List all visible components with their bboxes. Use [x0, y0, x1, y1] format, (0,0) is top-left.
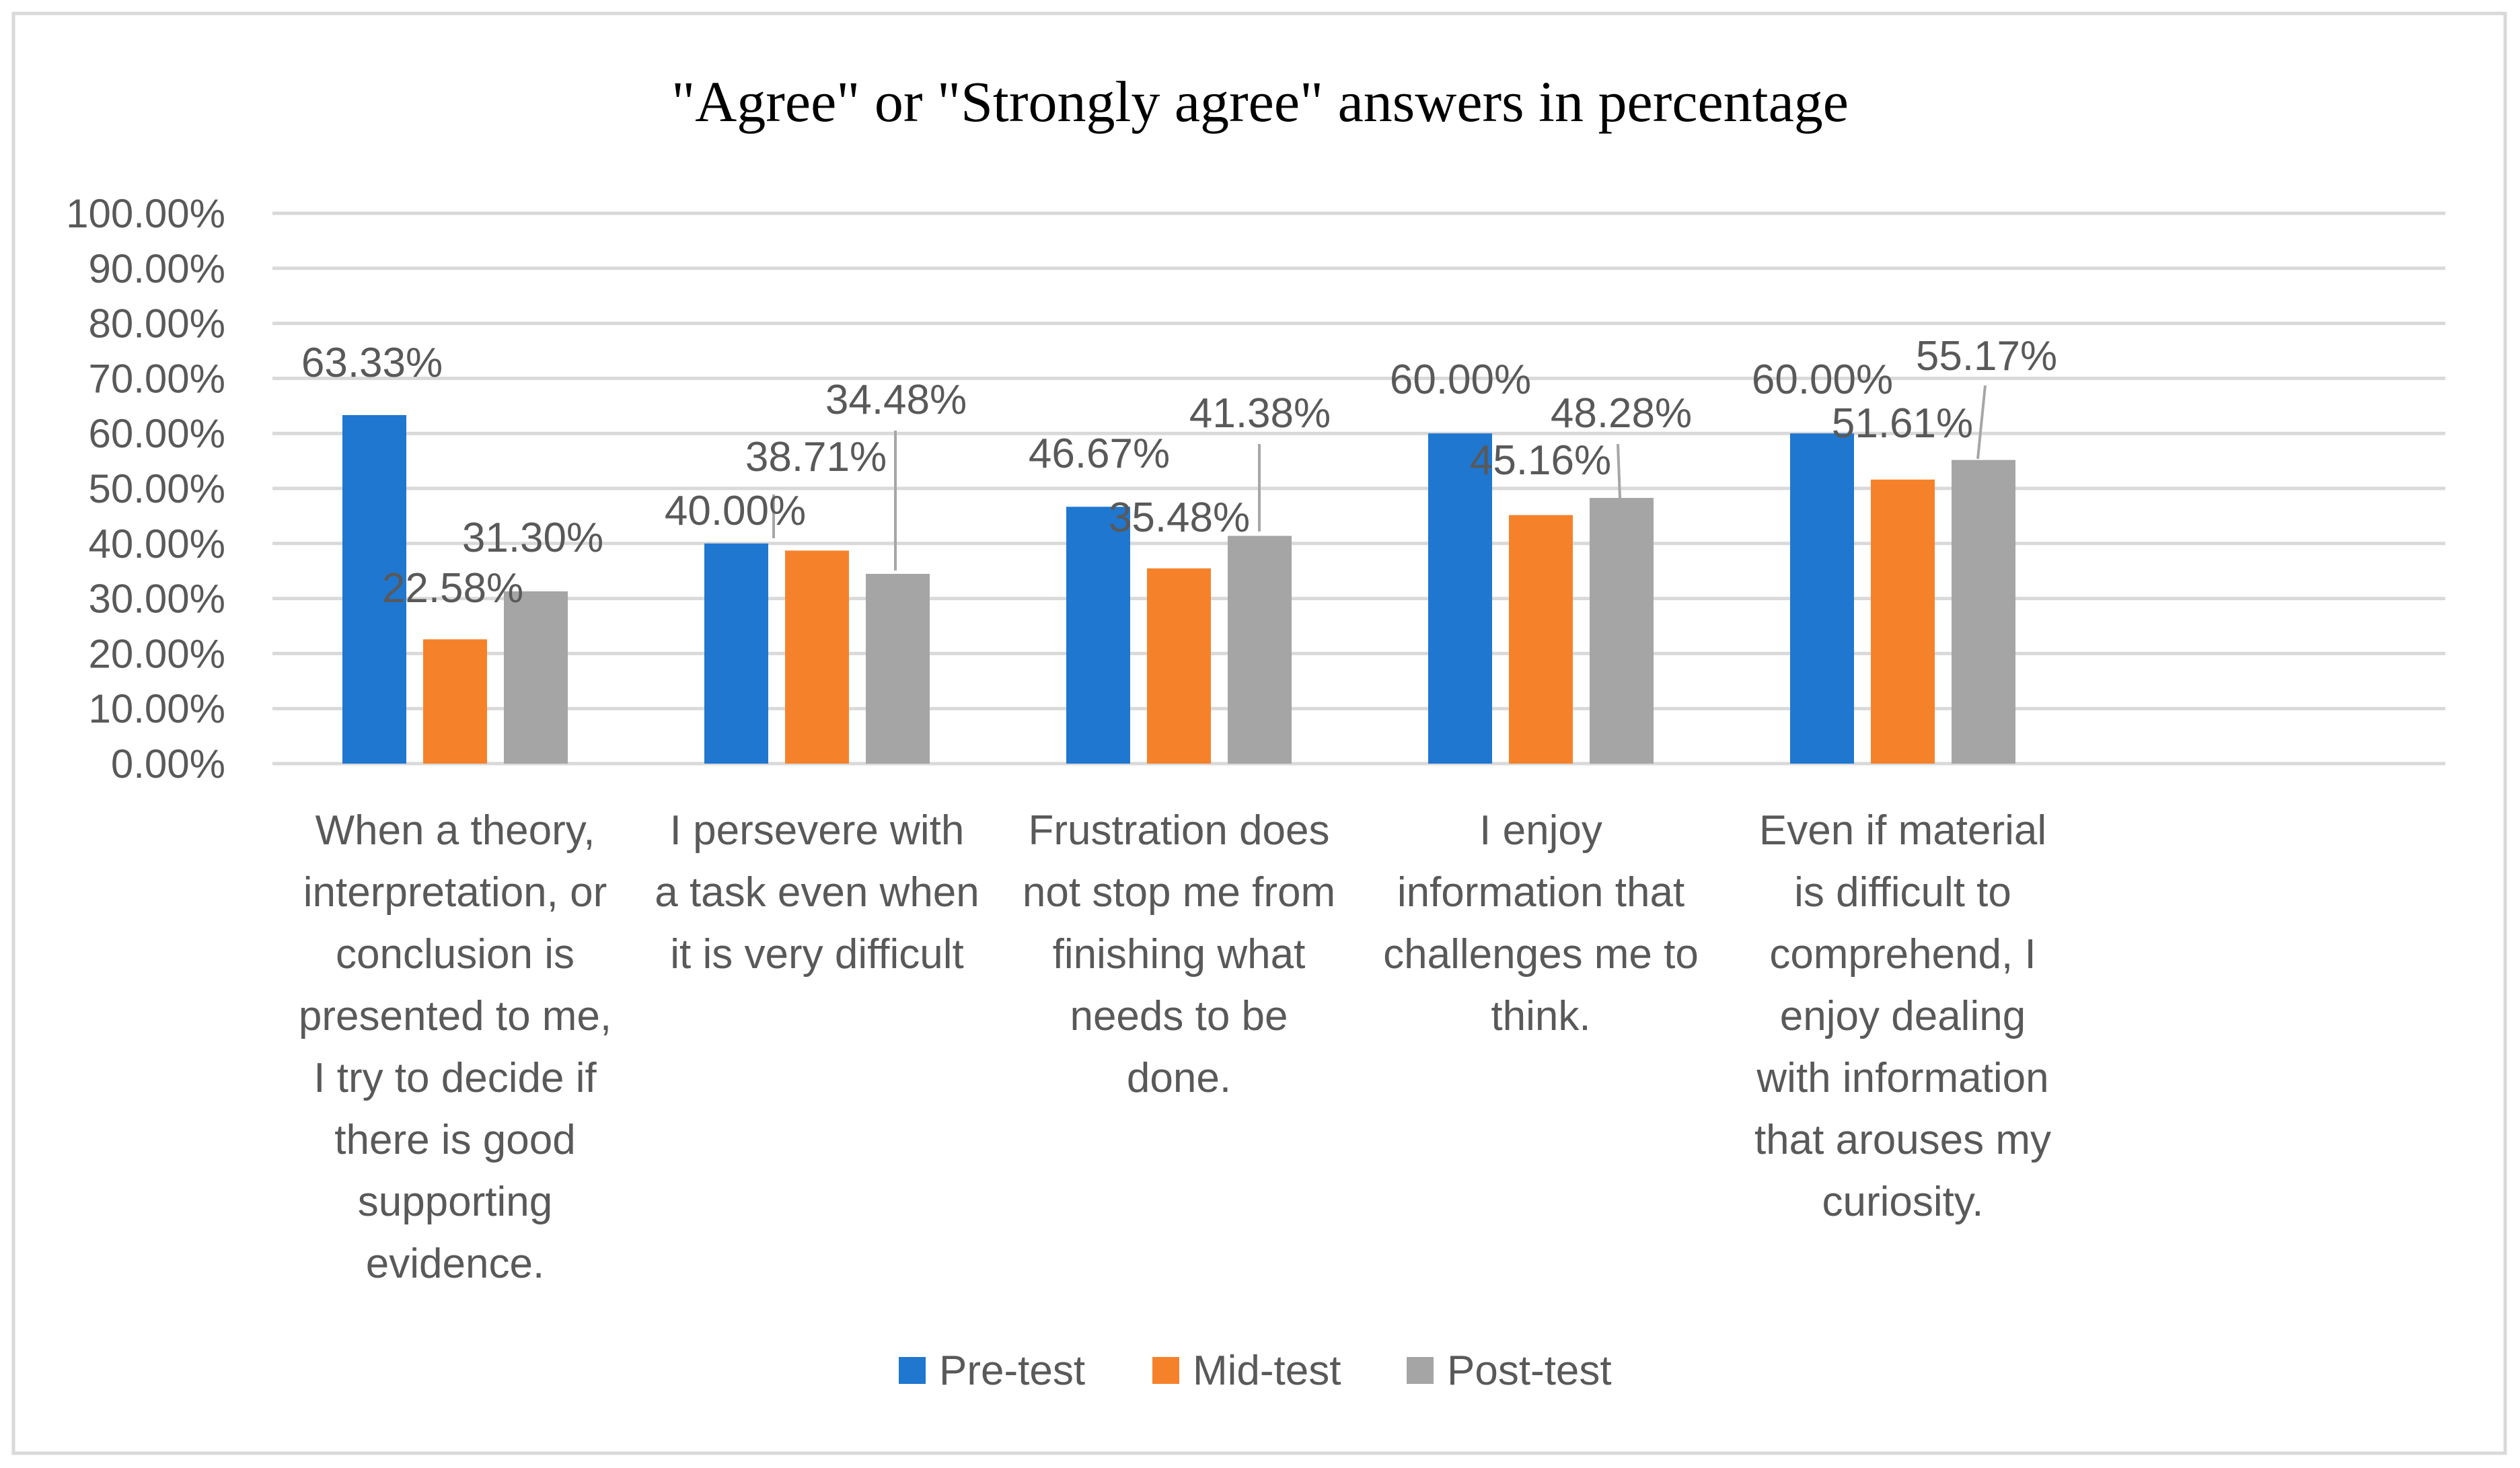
- bar-post-test-4: [1590, 498, 1654, 764]
- bar-pre-test-2: [704, 543, 768, 764]
- bar-mid-test-4: [1509, 515, 1573, 764]
- category-label-line: done.: [1127, 1055, 1231, 1101]
- legend: Pre-test Mid-test Post-test: [899, 1348, 1612, 1394]
- legend-item-pre-test: Pre-test: [899, 1348, 1085, 1394]
- category-label-line: Even if material: [1759, 807, 2046, 854]
- category-label-line: supporting: [358, 1179, 553, 1225]
- y-tick-label: 0.00%: [111, 741, 225, 786]
- y-tick-label: 90.00%: [89, 246, 226, 291]
- category-label-line: with information: [1756, 1055, 2048, 1101]
- data-label-mid-test-4: 45.16%: [1470, 437, 1611, 484]
- category-label-line: I persevere with: [670, 807, 965, 854]
- legend-swatch-post-test: [1407, 1357, 1434, 1384]
- category-label-line: that arouses my: [1754, 1117, 2051, 1163]
- label-leader-lines: [772, 385, 1987, 571]
- data-label-mid-test-5: 51.61%: [1832, 400, 1973, 447]
- category-label-line: information that: [1397, 869, 1684, 916]
- bar-mid-test-3: [1147, 568, 1211, 764]
- y-tick-label: 60.00%: [89, 411, 226, 456]
- category-label-line: think.: [1491, 993, 1590, 1039]
- bar-mid-test-2: [785, 550, 849, 764]
- bar-pre-test-1: [342, 414, 406, 764]
- category-label-line: When a theory,: [316, 807, 595, 854]
- data-label-mid-test-2: 38.71%: [745, 434, 887, 480]
- gridlines: [272, 211, 2445, 766]
- bar-pre-test-5: [1790, 433, 1854, 764]
- category-label-line: evidence.: [366, 1241, 544, 1287]
- data-label-post-test-5: 55.17%: [1916, 333, 2057, 379]
- category-label-line: I enjoy: [1479, 807, 1602, 854]
- legend-label-mid-test: Mid-test: [1193, 1348, 1341, 1394]
- leader-line: [1617, 443, 1621, 499]
- data-label-post-test-2: 34.48%: [825, 377, 967, 423]
- category-label-1: When a theory, interpretation, or conclusi…: [299, 807, 612, 1287]
- category-label-line: conclusion is: [336, 931, 575, 978]
- category-label-line: needs to be: [1070, 993, 1288, 1039]
- category-label-line: finishing what: [1053, 931, 1306, 978]
- y-tick-label: 10.00%: [89, 686, 226, 731]
- data-label-pre-test-2: 40.00%: [665, 488, 806, 534]
- data-label-pre-test-4: 60.00%: [1390, 357, 1531, 403]
- chart-title: "Agree" or "Strongly agree" answers in p…: [671, 69, 1849, 134]
- bar-post-test-3: [1228, 536, 1292, 764]
- category-label-line: it is very difficult: [670, 931, 963, 978]
- category-label-5: Even if material is difficult to comprehen…: [1754, 807, 2051, 1225]
- y-tick-label: 100.00%: [66, 191, 225, 236]
- y-tick-label: 40.00%: [89, 521, 226, 566]
- y-tick-label: 30.00%: [89, 577, 226, 622]
- x-axis-category-labels: When a theory, interpretation, or conclusi…: [299, 807, 2051, 1287]
- y-tick-label: 80.00%: [89, 301, 226, 346]
- legend-label-pre-test: Pre-test: [939, 1348, 1085, 1394]
- y-tick-label: 70.00%: [89, 356, 226, 401]
- data-label-pre-test-5: 60.00%: [1752, 357, 1893, 403]
- legend-item-mid-test: Mid-test: [1152, 1348, 1341, 1394]
- data-label-mid-test-1: 22.58%: [382, 565, 523, 612]
- y-tick-label: 50.00%: [89, 466, 226, 511]
- category-label-line: I try to decide if: [313, 1055, 597, 1101]
- legend-item-post-test: Post-test: [1407, 1348, 1612, 1394]
- data-label-pre-test-3: 46.67%: [1029, 431, 1170, 477]
- bar-mid-test-1: [423, 639, 487, 764]
- bar-post-test-2: [866, 573, 930, 764]
- bars: [342, 414, 2015, 764]
- category-label-2: I persevere with a task even when it is ve…: [655, 807, 979, 978]
- y-axis-tick-labels: 0.00% 10.00% 20.00% 30.00% 40.00% 50.00% 60.00…: [66, 191, 225, 786]
- bar-mid-test-5: [1871, 479, 1935, 764]
- category-label-4: I enjoy information that challenges me to t…: [1383, 807, 1699, 1039]
- bar-post-test-1: [504, 591, 568, 764]
- data-label-post-test-1: 31.30%: [462, 515, 603, 561]
- legend-swatch-pre-test: [899, 1357, 926, 1384]
- category-label-line: enjoy dealing: [1780, 993, 2026, 1039]
- bar-pre-test-3: [1066, 507, 1130, 764]
- data-label-post-test-4: 48.28%: [1551, 390, 1692, 437]
- category-label-line: challenges me to: [1383, 931, 1699, 978]
- legend-label-post-test: Post-test: [1447, 1348, 1612, 1394]
- category-label-line: a task even when: [655, 869, 979, 916]
- data-label-post-test-3: 41.38%: [1189, 390, 1331, 437]
- data-label-mid-test-3: 35.48%: [1109, 494, 1250, 541]
- category-label-line: presented to me,: [299, 993, 612, 1039]
- category-label-line: curiosity.: [1822, 1179, 1983, 1225]
- bar-pre-test-4: [1428, 433, 1492, 764]
- category-label-line: interpretation, or: [303, 869, 607, 916]
- category-label-line: is difficult to: [1794, 869, 2011, 916]
- y-tick-label: 20.00%: [89, 631, 226, 676]
- legend-swatch-mid-test: [1152, 1357, 1179, 1384]
- data-label-pre-test-1: 63.33%: [301, 340, 443, 386]
- category-label-line: Frustration does: [1029, 807, 1330, 854]
- category-label-line: there is good: [334, 1117, 575, 1163]
- data-labels: 63.33% 40.00% 46.67% 60.00% 60.00% 22.58% 38.7…: [301, 333, 2057, 612]
- category-label-line: not stop me from: [1023, 869, 1335, 916]
- leader-line: [1976, 385, 1987, 460]
- category-label-3: Frustration does not stop me from finishin…: [1023, 807, 1335, 1101]
- bar-post-test-5: [1952, 460, 2015, 764]
- category-label-line: comprehend, I: [1769, 931, 2036, 978]
